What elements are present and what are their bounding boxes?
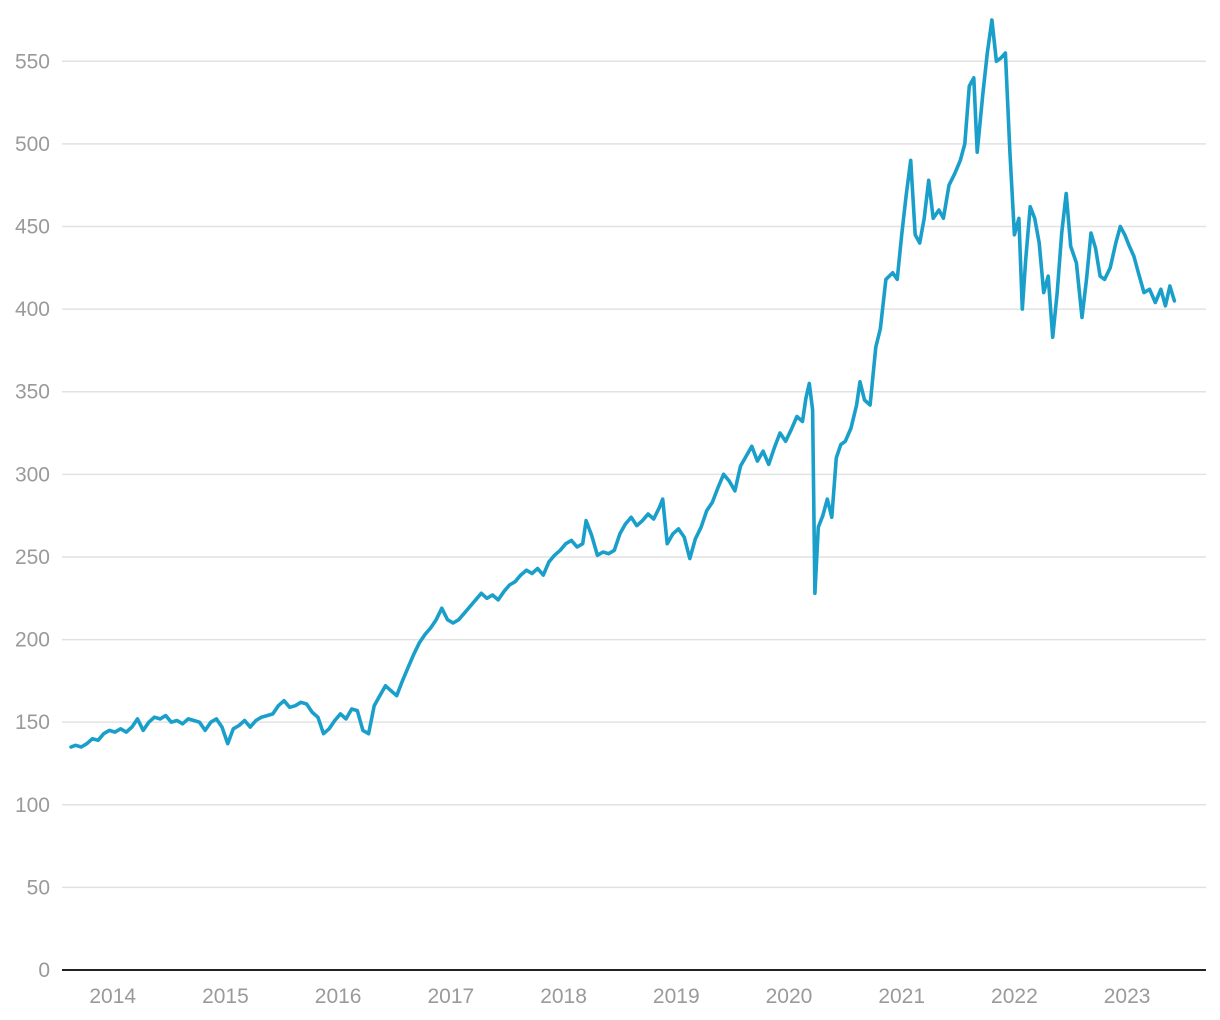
- x-tick-label: 2015: [202, 985, 249, 1008]
- y-tick-label: 500: [15, 133, 50, 156]
- y-tick-label: 0: [38, 959, 50, 982]
- y-tick-label: 200: [15, 629, 50, 652]
- x-tick-label: 2019: [653, 985, 700, 1008]
- y-tick-label: 150: [15, 711, 50, 734]
- y-tick-label: 400: [15, 298, 50, 321]
- x-tick-label: 2014: [89, 985, 136, 1008]
- x-tick-label: 2021: [878, 985, 925, 1008]
- y-tick-label: 50: [27, 876, 50, 899]
- y-tick-label: 550: [15, 50, 50, 73]
- x-tick-label: 2023: [1104, 985, 1151, 1008]
- series-line-0: [69, 18, 1177, 749]
- x-tick-label: 2016: [315, 985, 362, 1008]
- x-tick-label: 2018: [540, 985, 587, 1008]
- y-tick-label: 450: [15, 216, 50, 239]
- y-tick-label: 350: [15, 381, 50, 404]
- y-axis-tick-labels: 0 50 100 150 200 250 300 350 400 450 500 550: [15, 50, 50, 982]
- x-tick-label: 2020: [766, 985, 813, 1008]
- y-tick-label: 250: [15, 546, 50, 569]
- x-axis-tick-labels: 2014 2015 2016 2017 2018 2019 2020 2021 2022 2023: [89, 985, 1150, 1008]
- series-group: [69, 18, 1177, 749]
- gridlines: [62, 60, 1206, 889]
- y-tick-label: 300: [15, 463, 50, 486]
- x-tick-label: 2022: [991, 985, 1038, 1008]
- x-tick-label: 2017: [427, 985, 474, 1008]
- y-tick-label: 100: [15, 794, 50, 817]
